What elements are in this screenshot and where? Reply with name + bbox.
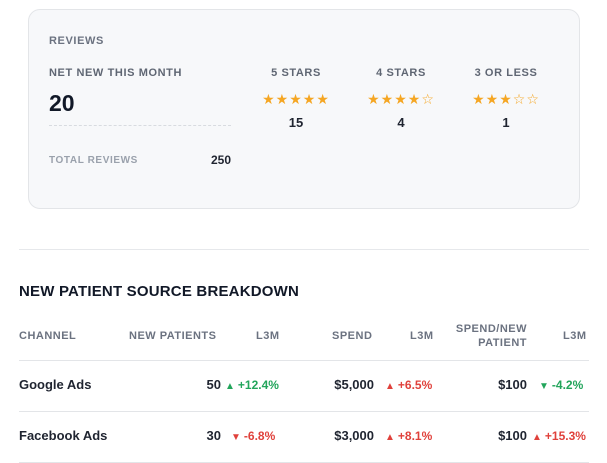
new-patients-delta: ▲ +12.4% xyxy=(225,378,279,392)
star-column-count: 1 xyxy=(502,115,510,130)
arrow-up-icon: ▲ xyxy=(532,432,542,443)
channel-name: Google Ads xyxy=(19,377,92,392)
arrow-down-icon: ▼ xyxy=(231,432,241,443)
section-divider xyxy=(19,249,589,250)
reviews-card: REVIEWS NET NEW THIS MONTH 20 TOTAL REVI… xyxy=(28,9,580,209)
arrow-up-icon: ▲ xyxy=(385,432,395,443)
new-patients-delta: ▼ -6.8% xyxy=(231,429,275,443)
star-rating-icon: ★★★☆☆ xyxy=(472,91,540,107)
new-patients-value: 30 xyxy=(206,428,221,443)
star-column-count: 15 xyxy=(288,115,304,130)
delta-text: +15.3% xyxy=(544,429,586,443)
star-column-label: 4 STARS xyxy=(376,67,426,79)
header-spend-per-line2: PATIENT xyxy=(478,337,527,349)
header-new-patients[interactable]: NEW PATIENTS xyxy=(129,330,217,342)
header-spend-per-line1: SPEND/NEW xyxy=(455,323,527,335)
reviews-title: REVIEWS xyxy=(49,35,104,47)
header-channel[interactable]: CHANNEL xyxy=(19,330,77,342)
delta-text: +8.1% xyxy=(397,429,433,443)
arrow-up-icon: ▲ xyxy=(385,381,395,392)
table-row[interactable]: Facebook Ads 30 ▼ -6.8% $3,000 ▲ +8.1% $10… xyxy=(19,412,589,463)
header-spend[interactable]: SPEND xyxy=(332,330,373,342)
arrow-down-icon: ▼ xyxy=(539,381,549,392)
total-reviews-label: TOTAL REVIEWS xyxy=(49,155,138,166)
header-spend-per-patient[interactable]: SPEND/NEW PATIENT xyxy=(456,322,527,350)
spend-delta: ▲ +8.1% xyxy=(385,429,432,443)
delta-text: +12.4% xyxy=(237,378,279,392)
cost-per-patient-value: $100 xyxy=(498,377,527,392)
arrow-up-icon: ▲ xyxy=(225,381,235,392)
star-column-4: 4 STARS ★★★★☆ 4 xyxy=(346,67,456,130)
delta-text: +6.5% xyxy=(397,378,433,392)
cost-per-patient-delta: ▼ -4.2% xyxy=(539,378,583,392)
table-header: CHANNEL NEW PATIENTS L3M SPEND L3M SPEND… xyxy=(19,318,589,361)
star-column-label: 3 OR LESS xyxy=(474,67,538,79)
header-l3m-spend[interactable]: L3M xyxy=(410,330,434,342)
spend-delta: ▲ +6.5% xyxy=(385,378,432,392)
delta-text: -6.8% xyxy=(243,429,276,443)
header-l3m-patients[interactable]: L3M xyxy=(256,330,280,342)
star-column-3-or-less: 3 OR LESS ★★★☆☆ 1 xyxy=(451,67,561,130)
table-row[interactable]: Google Ads 50 ▲ +12.4% $5,000 ▲ +6.5% $100… xyxy=(19,361,589,412)
star-column-label: 5 STARS xyxy=(271,67,321,79)
new-patients-value: 50 xyxy=(206,377,221,392)
net-new-value: 20 xyxy=(49,90,75,116)
channel-name: Facebook Ads xyxy=(19,428,108,443)
header-l3m-cpp[interactable]: L3M xyxy=(563,330,587,342)
total-reviews-value: 250 xyxy=(210,153,231,167)
delta-text: -4.2% xyxy=(551,378,584,392)
star-rating-icon: ★★★★☆ xyxy=(367,91,435,107)
star-column-count: 4 xyxy=(397,115,405,130)
net-new-label: NET NEW THIS MONTH xyxy=(49,67,183,79)
cost-per-patient-delta: ▲ +15.3% xyxy=(532,429,586,443)
breakdown-title: NEW PATIENT SOURCE BREAKDOWN xyxy=(19,283,300,300)
star-rating-icon: ★★★★★ xyxy=(262,91,330,107)
spend-value: $5,000 xyxy=(334,377,374,392)
spend-value: $3,000 xyxy=(334,428,374,443)
net-new-divider xyxy=(49,125,231,126)
cost-per-patient-value: $100 xyxy=(498,428,527,443)
star-column-5: 5 STARS ★★★★★ 15 xyxy=(241,67,351,130)
